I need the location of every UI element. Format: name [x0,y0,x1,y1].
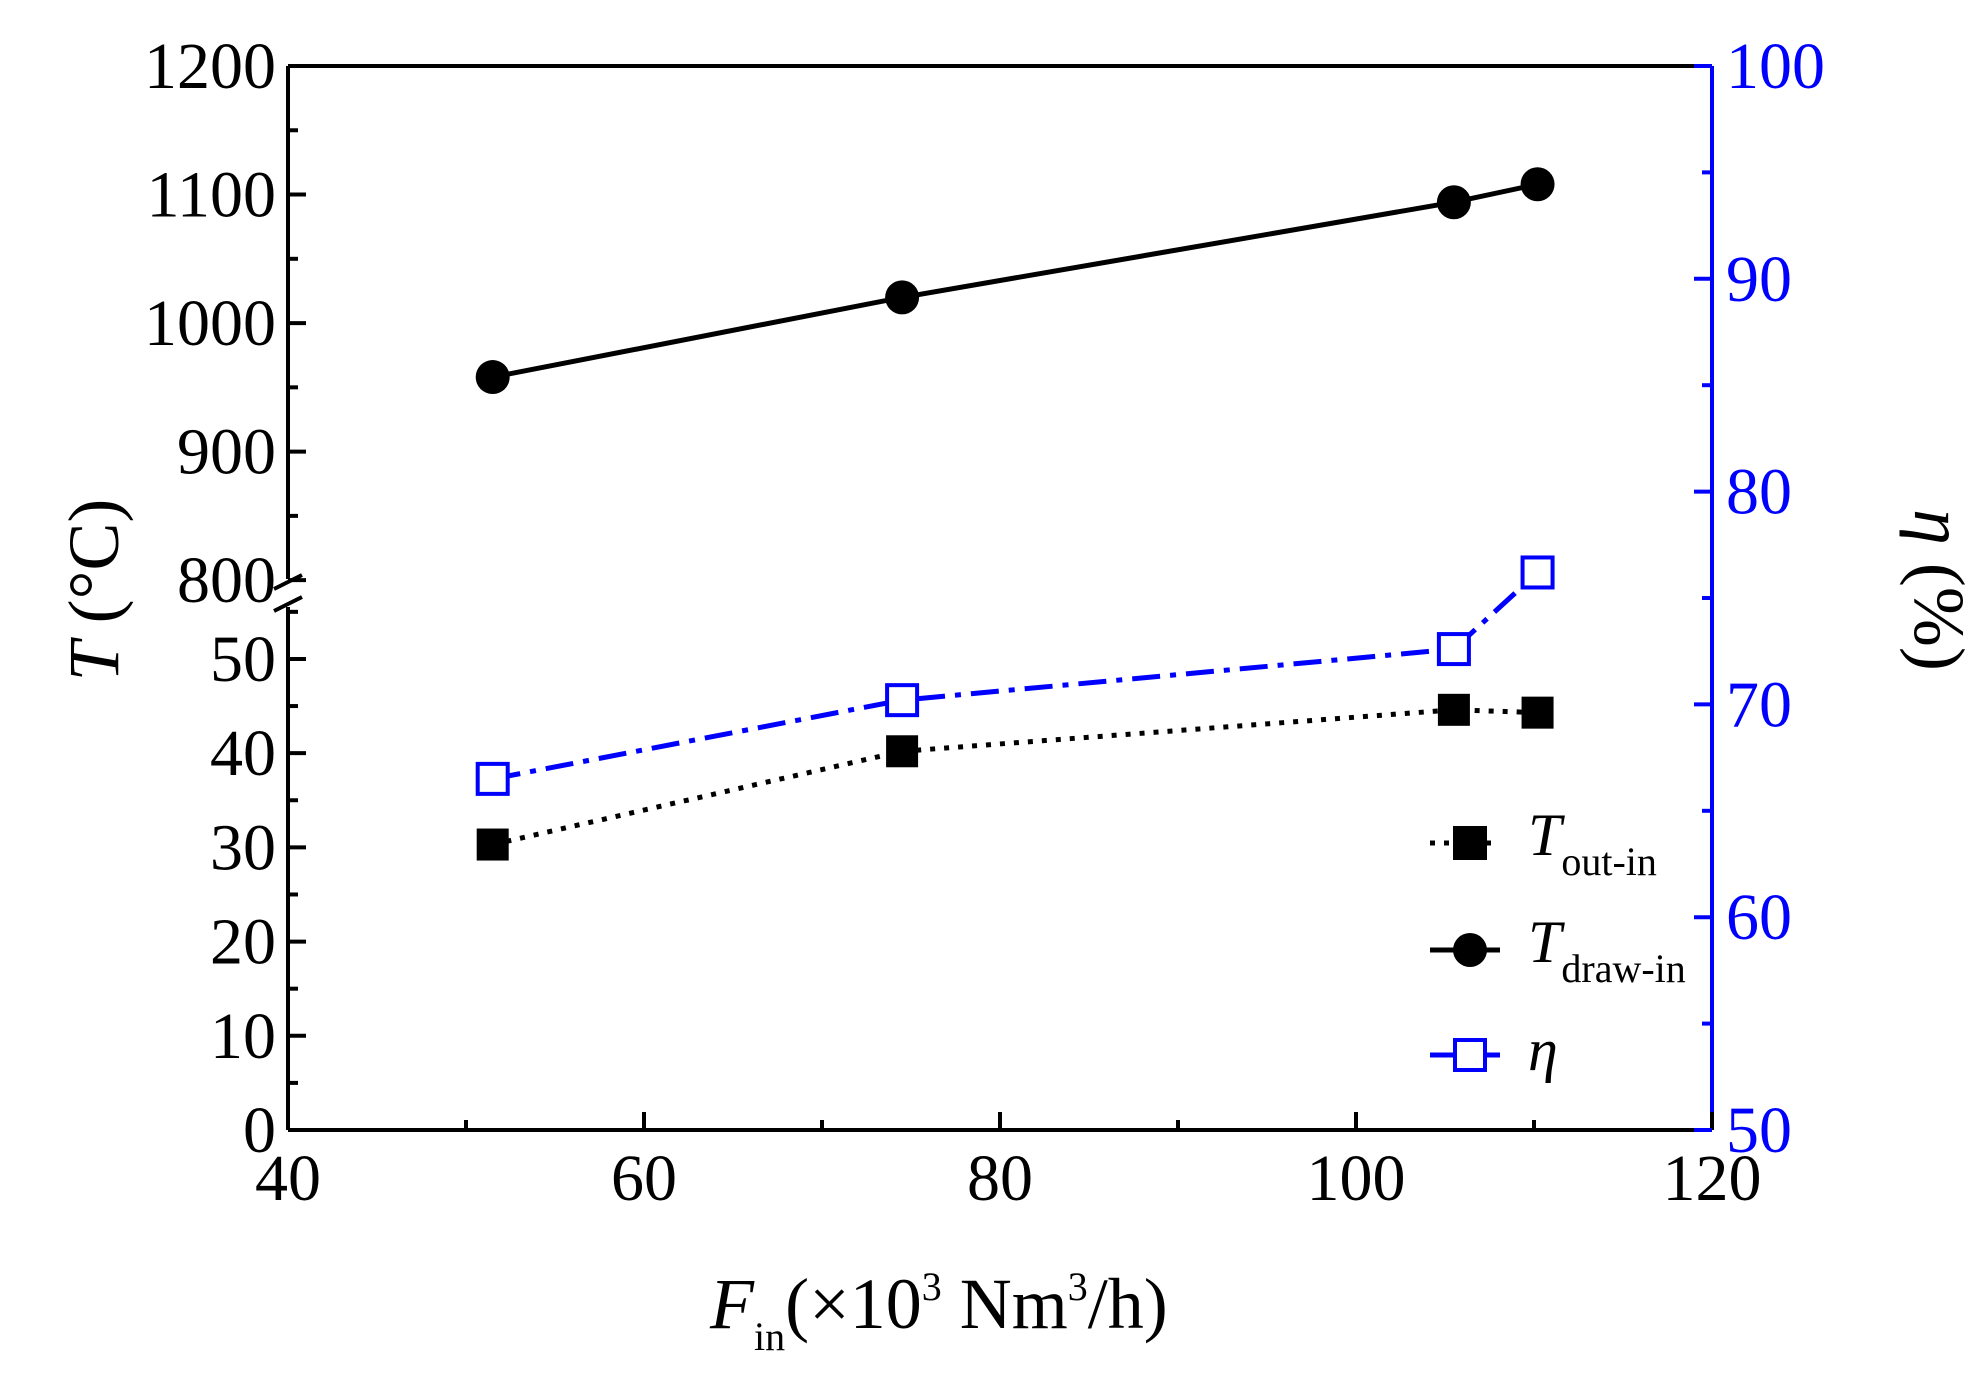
x-axis-title: Fin(×103 Nm3/h) [709,1264,1168,1359]
legend-label-t-draw-in: Tdraw-in [1528,909,1686,991]
data-point-square [886,735,919,768]
labels-layer: 40 60 80 100 1200102030405080090010001100120… [144,30,1825,1215]
y-left-tick-label: 1100 [146,159,276,232]
legend-label-eta: η [1528,1017,1558,1083]
data-point-square [476,828,509,861]
y-right-tick-label: 100 [1726,30,1825,103]
x-tick-label: 60 [611,1142,677,1215]
x-tick-label: 120 [1663,1142,1762,1215]
y-left-tick-label: 1200 [144,30,276,103]
y-left-tick-label: 40 [210,717,276,790]
data-point-open-square [475,761,510,796]
x-tick-label: 80 [967,1142,1033,1215]
data-point-circle [885,280,920,315]
y-right-tick-label: 50 [1726,1094,1792,1167]
legend-entry-t-out-in: Tout-in [1430,802,1657,884]
y-left-tick-label: 1000 [144,287,276,360]
y-right-tick-label: 80 [1726,456,1792,529]
y-left-tick-label: 50 [210,623,276,696]
legend-label-t-out-in: Tout-in [1528,802,1657,884]
data-point-square [1521,696,1554,729]
x-tick-label: 100 [1307,1142,1406,1215]
data-point-circle [1520,167,1555,202]
data-point-square [1437,693,1470,726]
legend-marker-filled-circle [1453,933,1487,967]
y-right-tick-label: 90 [1726,243,1792,316]
y-right-axis-title: η (%) [1899,509,1967,671]
data-point-open-square [885,683,920,718]
legend-marker-open-square [1453,1038,1487,1072]
y-left-tick-label: 20 [210,906,276,979]
y-left-tick-label: 30 [210,811,276,884]
axis-break-mark [273,595,303,613]
axes-layer [273,64,1714,1132]
series-layer [475,167,1555,861]
y-right-tick-label: 60 [1726,881,1792,954]
data-point-open-square [1436,632,1471,667]
y-left-axis-title: T (°C) [54,499,134,682]
series-line-0 [492,707,1538,847]
legend-entry-eta: η [1430,1017,1558,1083]
data-point-circle [1436,185,1471,220]
data-point-circle [475,360,510,395]
legend-marker-filled-square [1453,826,1487,860]
series-line-1 [492,181,1539,380]
y-right-tick-label: 70 [1726,668,1792,741]
data-point-open-square [1520,555,1555,590]
y-left-tick-label: 900 [177,416,276,489]
y-left-tick-label: 0 [243,1094,276,1167]
x-tick-label: 40 [255,1142,321,1215]
y-left-tick-label: 10 [210,1000,276,1073]
legend-entry-t-draw-in: Tdraw-in [1430,909,1686,991]
series-line-2 [492,570,1540,782]
y-left-tick-label: 800 [177,544,276,617]
legend: Tout-in Tdraw-in η [1430,802,1686,1083]
